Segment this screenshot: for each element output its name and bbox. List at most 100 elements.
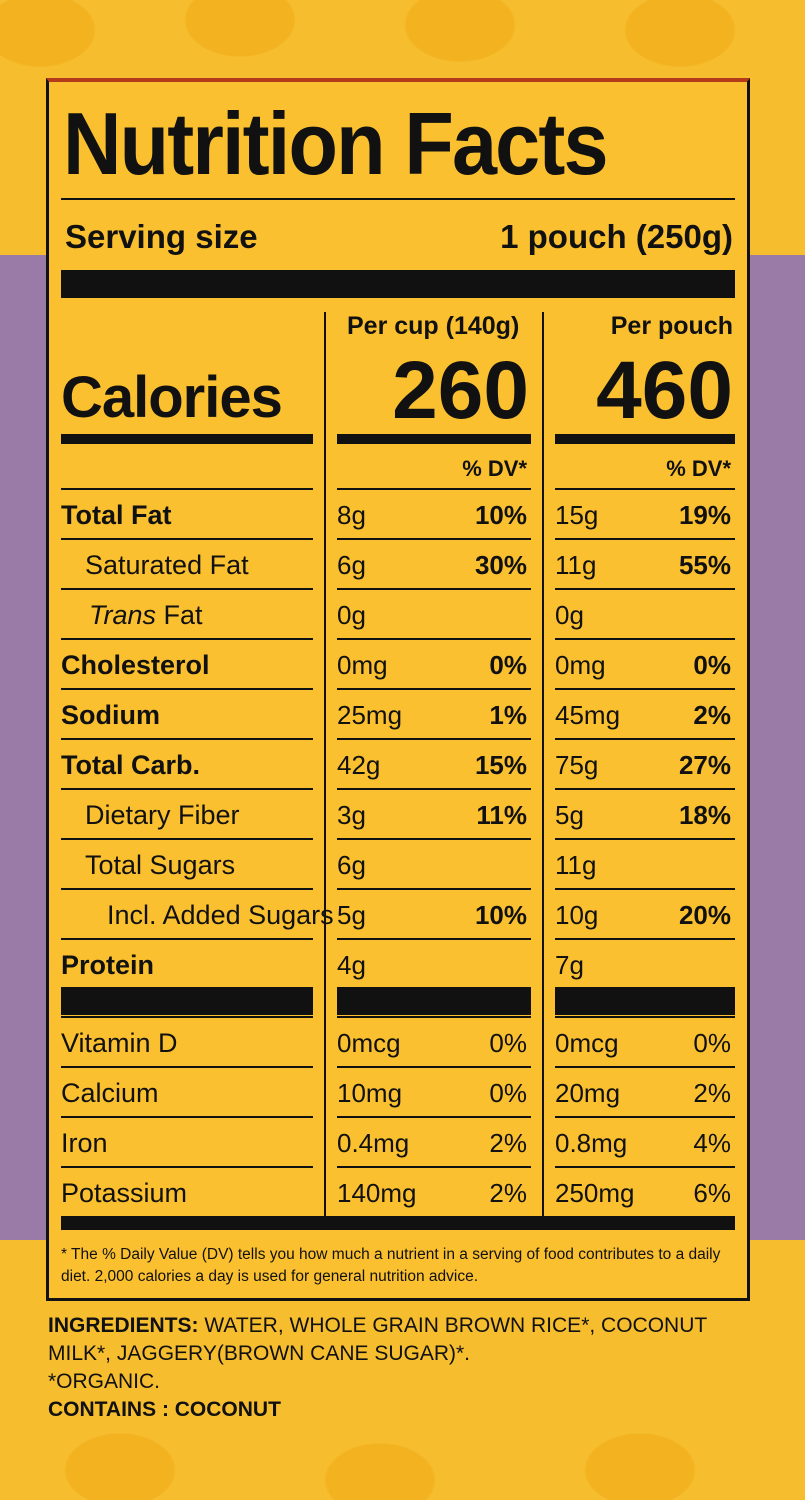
- panel-title: Nutrition Facts: [63, 94, 608, 193]
- nutrient-name: Protein: [61, 950, 155, 980]
- daily-value-footnote: * The % Daily Value (DV) tells you how m…: [61, 1246, 721, 1286]
- row-divider: [337, 488, 531, 490]
- row-divider: [555, 738, 735, 740]
- column-header-per-cup: Per cup (140g): [347, 312, 520, 340]
- per-pouch-amount: 45mg: [555, 700, 621, 730]
- per-pouch-amount: 5g: [555, 800, 584, 830]
- per-cup-dv: 30%: [474, 550, 527, 580]
- row-divider: [61, 788, 313, 790]
- row-divider: [555, 1116, 735, 1118]
- per-pouch-amount: 20mg: [555, 1078, 621, 1108]
- per-pouch-amount: 0mcg: [555, 1028, 619, 1058]
- per-pouch-dv: 18%: [678, 800, 731, 830]
- row-divider: [337, 738, 531, 740]
- nutrient-name: Incl. Added Sugars: [107, 900, 334, 930]
- row-divider: [61, 1116, 313, 1118]
- per-pouch-amount: 75g: [555, 750, 599, 780]
- row-divider: [61, 538, 313, 540]
- per-pouch-dv: 19%: [678, 500, 731, 530]
- per-pouch-dv: 20%: [678, 900, 731, 930]
- row-divider: [337, 938, 531, 940]
- contains-label: CONTAINS : COCONUT: [48, 1397, 281, 1421]
- row-divider: [337, 638, 531, 640]
- per-cup-amount: 5g: [337, 900, 366, 930]
- per-cup-dv: 0%: [489, 1078, 527, 1108]
- row-divider: [555, 938, 735, 940]
- per-pouch-amount: 0g: [555, 600, 584, 630]
- per-cup-dv: 0%: [489, 1028, 527, 1058]
- per-cup-dv: 2%: [489, 1178, 527, 1208]
- dv-header-per-cup: % DV*: [462, 456, 527, 481]
- nutrient-name-italic: Trans: [89, 600, 157, 630]
- nutrient-name: Iron: [61, 1128, 108, 1158]
- ingredients-line: INGREDIENTS: WATER, WHOLE GRAIN BROWN RI…: [48, 1312, 758, 1368]
- per-cup-amount: 25mg: [337, 700, 403, 730]
- row-divider: [555, 1166, 735, 1168]
- per-pouch-dv: 55%: [678, 550, 731, 580]
- row-divider: [61, 738, 313, 740]
- row-divider: [61, 488, 313, 490]
- row-divider: [555, 488, 735, 490]
- row-divider: [337, 1016, 531, 1018]
- vitamin-divider-1: [61, 987, 313, 1015]
- per-pouch-dv: 2%: [693, 1078, 731, 1108]
- per-cup-dv: 0%: [489, 650, 527, 680]
- per-cup-dv: 1%: [489, 700, 527, 730]
- row-divider: [555, 888, 735, 890]
- row-divider: [555, 638, 735, 640]
- row-divider: [337, 888, 531, 890]
- per-pouch-dv: 0%: [693, 1028, 731, 1058]
- vitamin-divider-3: [555, 987, 735, 1015]
- per-cup-dv: 15%: [474, 750, 527, 780]
- row-divider: [555, 838, 735, 840]
- per-pouch-dv: 4%: [693, 1128, 731, 1158]
- per-pouch-dv: 2%: [693, 700, 731, 730]
- row-divider: [61, 838, 313, 840]
- per-cup-amount: 4g: [337, 950, 366, 980]
- title-divider: [61, 198, 735, 200]
- row-divider: [61, 938, 313, 940]
- row-divider: [555, 688, 735, 690]
- per-pouch-dv: 6%: [693, 1178, 731, 1208]
- per-cup-dv: 11%: [476, 800, 527, 830]
- nutrient-name: Potassium: [61, 1178, 188, 1208]
- thick-divider-bottom: [61, 1216, 735, 1230]
- nutrient-name-rest: Fat: [156, 600, 203, 630]
- calories-rule-3: [555, 434, 735, 444]
- nutrition-facts-panel: Nutrition Facts Serving size 1 pouch (25…: [46, 78, 750, 1301]
- nutrient-name: Sodium: [61, 700, 160, 730]
- row-divider: [61, 588, 313, 590]
- row-divider: [337, 1116, 531, 1118]
- nutrient-name: Vitamin D: [61, 1028, 178, 1058]
- calories-rule-1: [61, 434, 313, 444]
- per-pouch-amount: 0.8mg: [555, 1128, 628, 1158]
- row-divider: [337, 688, 531, 690]
- per-pouch-amount: 0mg: [555, 650, 606, 680]
- per-pouch-amount: 15g: [555, 500, 599, 530]
- nutrient-name: Total Carb.: [61, 750, 201, 780]
- ingredients-text: WATER, WHOLE GRAIN BROWN RICE*, COCONUT …: [48, 1314, 707, 1365]
- ingredients-block: INGREDIENTS: WATER, WHOLE GRAIN BROWN RI…: [48, 1312, 758, 1424]
- row-divider: [337, 538, 531, 540]
- row-divider: [61, 888, 313, 890]
- nutrient-name: Saturated Fat: [85, 550, 249, 580]
- per-pouch-amount: 10g: [555, 900, 599, 930]
- calories-per-pouch: 460: [596, 345, 733, 436]
- per-cup-amount: 140mg: [337, 1178, 417, 1208]
- row-divider: [61, 638, 313, 640]
- column-separator-2: [542, 312, 544, 1216]
- per-pouch-amount: 7g: [555, 950, 584, 980]
- per-cup-amount: 8g: [337, 500, 366, 530]
- nutrient-name: Cholesterol: [61, 650, 210, 680]
- row-divider: [555, 538, 735, 540]
- per-pouch-dv: 0%: [693, 650, 731, 680]
- per-cup-amount: 0mcg: [337, 1028, 401, 1058]
- per-pouch-amount: 250mg: [555, 1178, 635, 1208]
- serving-size-label: Serving size: [65, 218, 258, 255]
- per-cup-dv: 10%: [474, 500, 527, 530]
- row-divider: [61, 1166, 313, 1168]
- nutrient-name: Calcium: [61, 1078, 159, 1108]
- row-divider: [337, 1166, 531, 1168]
- vitamin-divider-2: [337, 987, 531, 1015]
- serving-size-value: 1 pouch (250g): [500, 218, 733, 255]
